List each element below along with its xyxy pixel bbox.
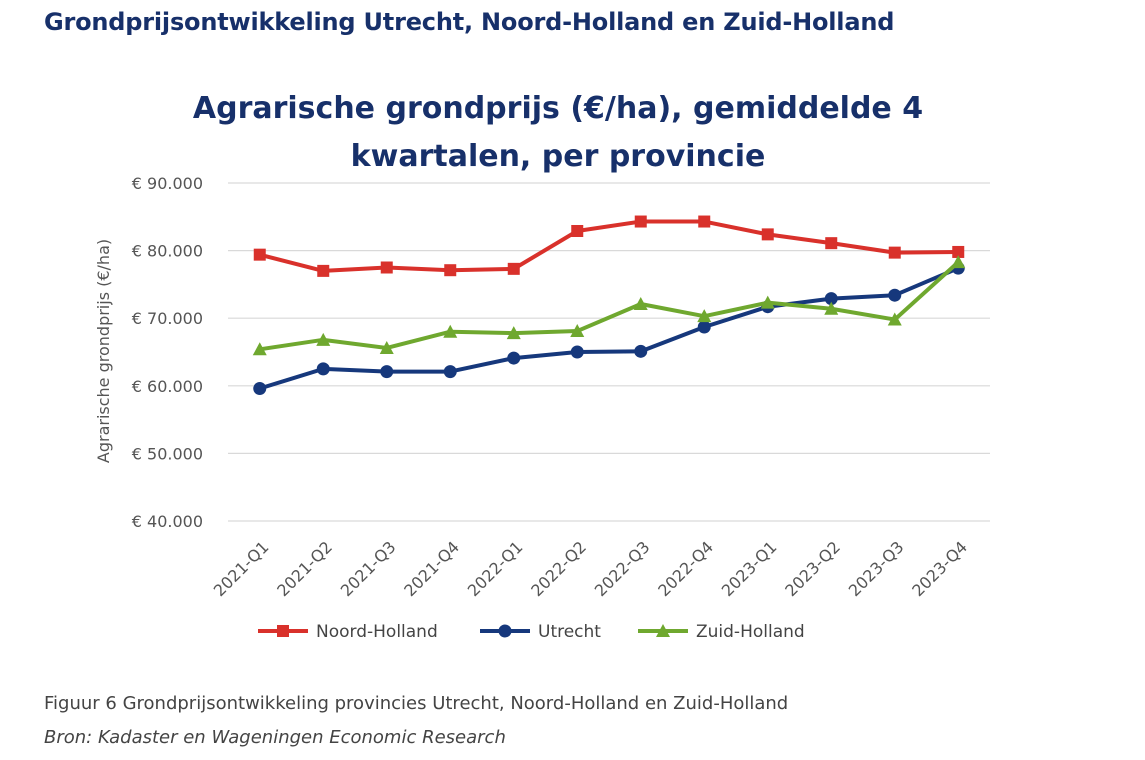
x-tick-label: 2022-Q4 [654,537,717,600]
x-axis-ticks: 2021-Q1 2021-Q2 2021-Q3 2021-Q4 2022-Q1 2022-… [210,537,971,600]
data-point [825,237,838,250]
x-tick-label: 2022-Q3 [591,537,654,600]
x-tick-label: 2021-Q1 [210,537,273,600]
data-point [571,224,584,237]
x-tick-label: 2022-Q1 [464,537,527,600]
data-point [253,382,267,396]
data-point [252,342,267,356]
data-point [380,261,393,274]
y-axis-ticks: € 40.000 € 50.000 € 60.000 € 70.000 € 80.000… [132,174,203,531]
data-point [888,288,902,302]
legend-label: Utrecht [538,622,601,642]
data-point [443,324,458,338]
y-tick-label: € 60.000 [132,377,203,396]
data-point [952,245,965,258]
data-point [507,262,520,275]
y-tick-label: € 80.000 [132,242,203,261]
x-tick-label: 2021-Q3 [337,537,400,600]
data-point [316,362,330,376]
legend-item: Zuid-Holland [638,622,805,642]
page-heading: Grondprijsontwikkeling Utrecht, Noord-Ho… [44,8,895,36]
data-point [888,246,901,259]
y-tick-label: € 70.000 [132,309,203,328]
data-point [634,215,647,228]
x-tick-label: 2023-Q2 [781,537,844,600]
series-utrecht [253,261,965,396]
data-point [570,324,585,338]
data-point [697,320,711,334]
data-point [760,295,775,309]
legend-marker [277,625,289,637]
x-tick-label: 2023-Q4 [908,537,971,600]
series-line [259,266,960,391]
data-point [506,326,521,340]
data-point [697,309,712,323]
data-point [633,297,648,311]
legend-label: Noord-Holland [316,622,438,642]
figure-source: Bron: Kadaster en Wageningen Economic Re… [44,727,506,748]
chart-title-line-1: Agrarische grondprijs (€/ha), gemiddelde… [193,91,923,126]
x-tick-label: 2023-Q1 [718,537,781,600]
data-point [253,248,266,261]
series-noord-holland [253,215,965,277]
line-chart: Agrarische grondprijs (€/ha), gemiddelde… [94,91,990,642]
data-point [444,264,457,277]
x-tick-label: 2022-Q2 [527,537,590,600]
data-point [761,228,774,241]
data-point [380,365,394,379]
data-point [443,365,457,379]
data-point [507,351,521,365]
y-axis-title: Agrarische grondprijs (€/ha) [94,239,113,463]
series-zuid-holland [252,255,966,356]
series-layer [252,215,966,396]
legend-marker [498,624,512,638]
data-point [887,312,902,326]
data-point [698,215,711,228]
data-point [316,332,331,346]
data-point [634,344,648,358]
legend-label: Zuid-Holland [696,622,805,642]
data-point [570,345,584,359]
data-point [379,340,394,354]
legend: Noord-Holland Utrecht Zuid-Holland [258,622,805,642]
data-point [824,301,839,315]
chart-title-line-2: kwartalen, per provincie [351,139,766,174]
figure-caption: Figuur 6 Grondprijsontwikkeling provinci… [44,693,789,714]
legend-marker [656,624,670,637]
y-tick-label: € 90.000 [132,174,203,193]
legend-item: Utrecht [480,622,601,642]
data-point [824,292,838,306]
series-line [259,260,960,352]
series-line [259,219,959,273]
data-point [951,255,966,269]
data-point [317,264,330,277]
y-tick-label: € 50.000 [132,444,203,463]
y-tick-label: € 40.000 [132,512,203,531]
legend-item: Noord-Holland [258,622,438,642]
x-tick-label: 2021-Q4 [400,537,463,600]
x-tick-label: 2023-Q3 [845,537,908,600]
x-tick-label: 2021-Q2 [273,537,336,600]
